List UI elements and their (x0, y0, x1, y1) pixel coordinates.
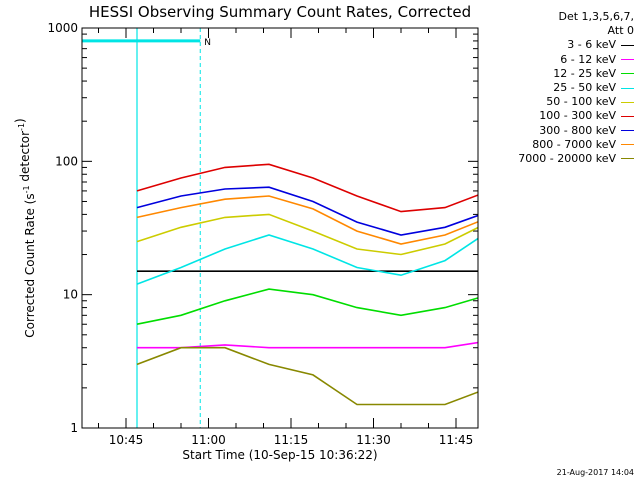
series-line (137, 341, 478, 349)
legend-title-line-2: Att 0 (607, 24, 634, 38)
legend-item-label: 25 - 50 keV (553, 80, 616, 94)
series-line (136, 288, 478, 325)
legend-item: 50 - 100 keV (484, 95, 634, 109)
generated-timestamp: 21-Aug-2017 14:04 (556, 468, 634, 477)
legend-item: 300 - 800 keV (484, 124, 634, 138)
x-axis-label: Start Time (10-Sep-15 10:36:22) (182, 448, 377, 462)
x-tick-label: 11:15 (274, 433, 309, 447)
legend-item: 3 - 6 keV (484, 38, 634, 52)
legend-swatch (621, 87, 634, 89)
y-tick-label: 1000 (47, 21, 78, 35)
legend-item-label: 300 - 800 keV (539, 123, 616, 137)
legend-swatch (621, 158, 634, 160)
chart-title: HESSI Observing Summary Count Rates, Cor… (89, 3, 471, 21)
x-tick-label: 11:30 (356, 433, 391, 447)
legend-item-label: 3 - 6 keV (567, 38, 616, 52)
legend-swatch (621, 101, 634, 103)
x-tick-label: 11:45 (439, 433, 474, 447)
legend-swatch (621, 144, 634, 146)
legend-item: 25 - 50 keV (484, 81, 634, 95)
x-tick-label: 11:00 (191, 433, 226, 447)
series-line (136, 195, 478, 245)
legend-item-label: 7000 - 20000 keV (518, 151, 616, 165)
y-tick-label: 1 (70, 421, 78, 435)
legend-item: 7000 - 20000 keV (484, 152, 634, 166)
series-line (136, 213, 478, 256)
legend-title-line-1: Det 1,3,5,6,7, (558, 10, 634, 23)
night-marker-label: N (204, 38, 211, 48)
legend-item: 100 - 300 keV (484, 109, 634, 123)
legend-item-label: 6 - 12 keV (560, 52, 616, 66)
series-line (136, 186, 478, 236)
x-tick-label: 10:45 (109, 433, 144, 447)
legend-item-label: 100 - 300 keV (539, 109, 616, 123)
series-line (136, 234, 478, 285)
series-line (136, 163, 478, 213)
legend-item-label: 800 - 7000 keV (532, 137, 616, 151)
series-line (136, 346, 478, 406)
legend-swatch (621, 44, 634, 46)
legend-swatch (621, 130, 634, 132)
chart-legend: Det 1,3,5,6,7, Att 0 3 - 6 keV 6 - 12 keV… (484, 10, 634, 166)
y-tick-label: 10 (63, 288, 78, 302)
legend-swatch (621, 115, 634, 117)
y-tick-label: 100 (55, 154, 78, 168)
legend-item: 800 - 7000 keV (484, 138, 634, 152)
legend-item-label: 12 - 25 keV (553, 66, 616, 80)
legend-item: 12 - 25 keV (484, 67, 634, 81)
legend-swatch (621, 73, 634, 75)
plot-frame (81, 27, 479, 429)
legend-swatch (621, 59, 634, 61)
legend-item-label: 50 - 100 keV (546, 95, 616, 109)
y-axis-label: Corrected Count Rate (s-1 detector-1) (13, 118, 37, 337)
legend-item: 6 - 12 keV (484, 53, 634, 67)
